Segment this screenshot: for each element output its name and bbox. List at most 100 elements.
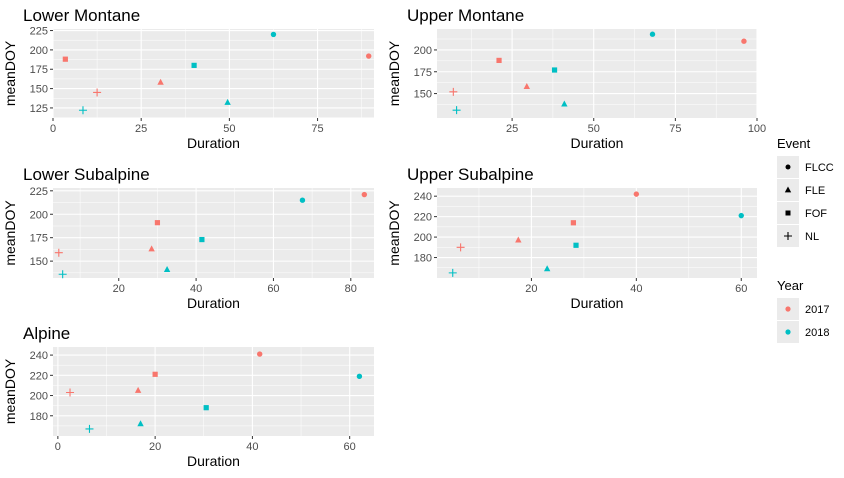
y-tick-label: 240 — [30, 350, 48, 362]
x-tick-label: 60 — [344, 441, 356, 453]
point-nl-2018 — [448, 268, 457, 277]
flcc-icon — [785, 164, 791, 170]
y-tick-label: 200 — [30, 209, 48, 221]
point-nl-2017 — [66, 388, 75, 397]
y-tick-label: 150 — [30, 256, 48, 268]
y-tick-label: 175 — [30, 64, 48, 76]
point-flcc-2018 — [299, 197, 306, 203]
point-flcc-2017 — [741, 38, 747, 44]
panel-title: Alpine — [23, 324, 70, 343]
point-fle-2018 — [543, 265, 551, 272]
point-nl-2018 — [78, 106, 87, 115]
y-tick-label: 200 — [30, 391, 48, 403]
year-2018-dot-icon — [785, 329, 791, 335]
y-axis-title: meanDOY — [2, 200, 18, 266]
legend-label-2017: 2017 — [805, 304, 829, 316]
panel-background — [437, 29, 757, 118]
y-tick-label: 125 — [30, 103, 48, 115]
panel-upper-subalpine: 20 40 60 180 200 220 240 Upper Subalpine Duratio… — [386, 165, 757, 311]
legend-title-event: Event — [777, 136, 811, 151]
point-flcc-2018 — [649, 31, 656, 37]
point-fof-2017 — [496, 57, 502, 64]
x-tick-label: 0 — [55, 441, 61, 453]
y-tick-label: 180 — [414, 253, 432, 265]
panel-title: Lower Subalpine — [23, 165, 150, 184]
x-axis-title: Duration — [187, 295, 240, 311]
legend-label-nl: NL — [805, 231, 819, 243]
point-flcc-2018 — [270, 31, 277, 38]
x-tick-label: 40 — [246, 441, 258, 453]
x-tick-label: 20 — [525, 283, 537, 295]
point-flcc-2017 — [257, 351, 263, 357]
y-tick-label: 150 — [414, 89, 432, 101]
point-fof-2017 — [62, 56, 68, 62]
point-fof-2018 — [573, 242, 579, 248]
point-fof-2017 — [152, 371, 158, 377]
point-fle-2017 — [134, 386, 142, 393]
y-axis-title: meanDOY — [2, 40, 18, 106]
point-fle-2018 — [137, 420, 144, 427]
point-nl-2017 — [456, 243, 465, 252]
point-fof-2018 — [203, 405, 209, 411]
point-fle-2017 — [148, 245, 155, 252]
point-nl-2017 — [54, 248, 63, 257]
panel-background — [53, 347, 374, 436]
x-axis-title: Duration — [187, 135, 240, 151]
x-axis-title: Duration — [187, 453, 240, 469]
y-tick-label: 200 — [414, 232, 432, 244]
y-axis-title: meanDOY — [386, 200, 402, 266]
x-tick-label: 80 — [345, 283, 357, 295]
x-tick-label: 20 — [149, 441, 161, 453]
nl-icon — [784, 232, 792, 240]
x-axis-title: Duration — [571, 135, 624, 151]
y-tick-label: 200 — [30, 45, 48, 57]
point-flcc-2017 — [361, 191, 368, 198]
y-tick-label: 220 — [414, 212, 432, 224]
y-tick-label: 225 — [30, 26, 48, 38]
panel-title: Upper Subalpine — [407, 165, 534, 184]
panel-lower-subalpine: 20 40 60 80 150 175 200 225 Lower Subalpine Durat… — [2, 165, 374, 311]
y-axis-title: meanDOY — [2, 358, 18, 424]
x-tick-label: 75 — [669, 123, 681, 135]
point-nl-2017 — [449, 87, 458, 96]
point-flcc-2017 — [366, 53, 372, 59]
point-flcc-2017 — [633, 191, 640, 197]
x-tick-label: 25 — [506, 123, 518, 135]
x-tick-label: 25 — [135, 123, 147, 135]
legend-label-2018: 2018 — [805, 327, 829, 339]
legend-label-fof: FOF — [805, 208, 827, 220]
panel-background — [53, 188, 374, 278]
panel-background — [53, 29, 374, 118]
x-tick-label: 50 — [223, 123, 235, 135]
point-fle-2017 — [515, 236, 522, 243]
point-nl-2018 — [452, 106, 461, 115]
panel-title: Upper Montane — [407, 6, 524, 25]
point-nl-2018 — [58, 270, 67, 279]
legend-label-flcc: FLCC — [805, 162, 834, 174]
x-tick-label: 60 — [267, 283, 279, 295]
x-tick-label: 75 — [311, 123, 323, 135]
x-tick-label: 40 — [190, 283, 202, 295]
x-tick-label: 60 — [735, 283, 747, 295]
point-fle-2017 — [523, 82, 530, 89]
panel-upper-montane: 25 50 75 100 150 175 200 Upper Montane Duration m… — [386, 6, 766, 151]
fof-icon — [785, 210, 791, 216]
y-tick-label: 225 — [30, 186, 48, 198]
x-tick-label: 40 — [630, 283, 642, 295]
year-2017-dot-icon — [785, 306, 791, 312]
point-fof-2018 — [199, 236, 205, 243]
fle-icon — [784, 186, 792, 193]
y-tick-label: 150 — [30, 84, 48, 96]
y-tick-label: 175 — [414, 67, 432, 79]
x-axis-title: Duration — [571, 295, 624, 311]
point-fof-2018 — [551, 67, 558, 73]
legend-title-year: Year — [777, 278, 804, 293]
y-tick-label: 220 — [30, 370, 48, 382]
y-tick-label: 175 — [30, 233, 48, 245]
point-fof-2017 — [154, 220, 161, 226]
y-tick-label: 180 — [30, 411, 48, 423]
